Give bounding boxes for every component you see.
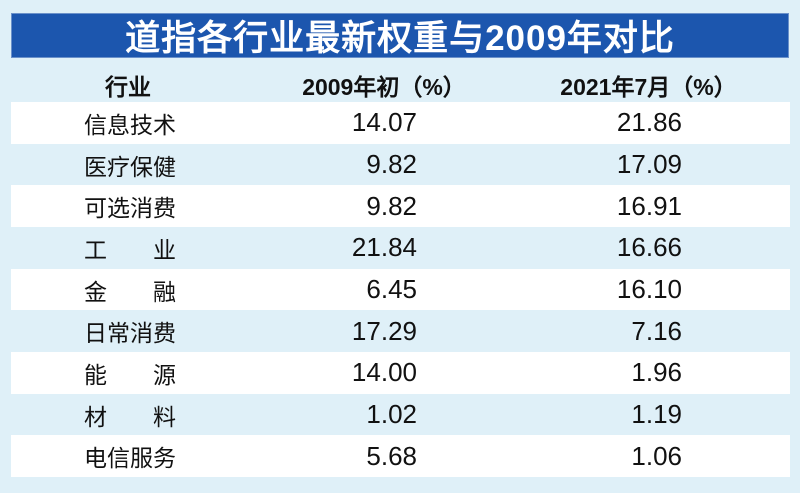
value-2009: 9.82 [366, 149, 417, 179]
value-2021: 16.10 [616, 274, 682, 305]
table-row: 医疗保健 9.82 17.09 [11, 144, 790, 186]
value-2009: 9.82 [366, 190, 417, 221]
value-2021: 7.16 [631, 315, 682, 346]
table-row: 日常消费 17.29 7.16 [11, 310, 790, 352]
table-row: 能 源 14.00 1.96 [11, 352, 790, 394]
value-2021: 21.86 [616, 107, 682, 138]
industry-label: 能 源 [84, 361, 176, 388]
value-2021: 1.19 [631, 399, 682, 430]
table-header-row: 行业 2009年初（%） 2021年7月（%） [11, 58, 790, 102]
value-2021: 16.66 [616, 232, 682, 263]
column-header-2021: 2021年7月（%） [560, 74, 737, 100]
value-2021: 1.06 [631, 440, 682, 471]
table-row: 工 业 21.84 16.66 [11, 227, 790, 269]
title-banner: 道指各行业最新权重与2009年对比 [11, 13, 789, 58]
table-row: 可选消费 9.82 16.91 [11, 185, 790, 228]
value-2009: 17.29 [351, 315, 417, 346]
value-2009: 6.45 [366, 274, 417, 305]
table-row: 电信服务 5.68 1.06 [11, 435, 790, 478]
value-2021: 17.09 [616, 149, 682, 179]
value-2009: 14.07 [351, 107, 417, 138]
value-2009: 1.02 [366, 399, 417, 430]
industry-label: 工 业 [84, 236, 176, 263]
table-row: 金 融 6.45 16.10 [11, 268, 790, 311]
value-2009: 21.84 [351, 232, 417, 263]
table-body: 信息技术 14.07 21.86 医疗保健 9.82 17.09 可选消费 9.… [11, 102, 790, 478]
industry-label: 信息技术 [84, 111, 176, 138]
page-title: 道指各行业最新权重与2009年对比 [125, 19, 675, 58]
industry-label: 医疗保健 [84, 153, 176, 180]
value-2009: 5.68 [366, 440, 417, 471]
column-header-industry: 行业 [105, 74, 151, 100]
industry-label: 金 融 [84, 278, 176, 305]
value-2021: 16.91 [616, 190, 682, 221]
value-2009: 14.00 [351, 357, 417, 388]
industry-label: 日常消费 [84, 320, 176, 347]
industry-label: 可选消费 [84, 195, 176, 222]
column-header-2009: 2009年初（%） [302, 74, 466, 100]
industry-label: 材 料 [84, 403, 176, 430]
value-2021: 1.96 [631, 357, 682, 388]
industry-label: 电信服务 [84, 445, 176, 472]
table-row: 信息技术 14.07 21.86 [11, 102, 790, 144]
table-row: 材 料 1.02 1.19 [11, 394, 790, 436]
